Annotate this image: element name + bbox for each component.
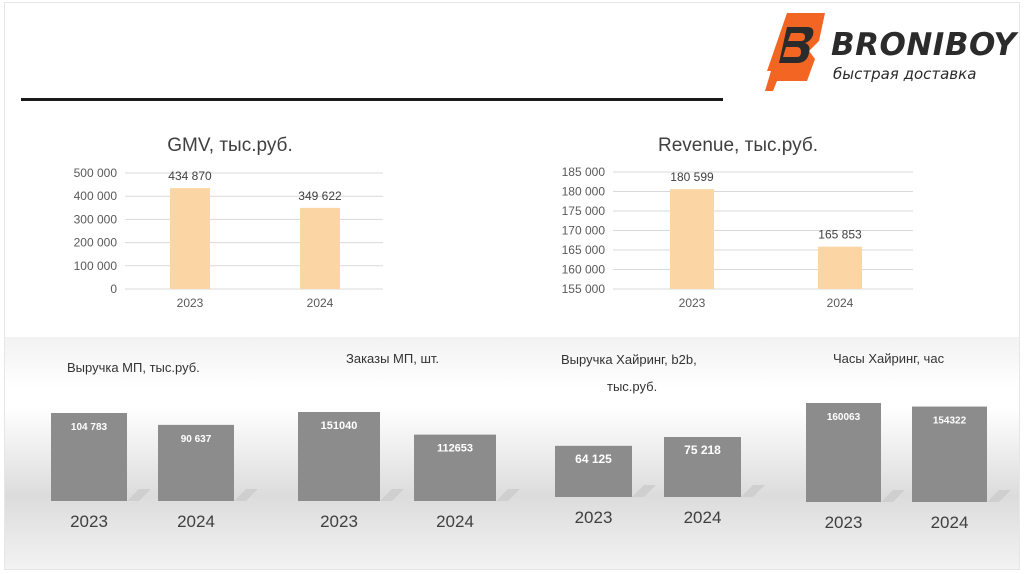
data-label: 160063 xyxy=(827,412,861,423)
hiring-revenue-plot: 64 125 2023 75 218 2024 xyxy=(555,437,765,527)
slide: BRONIBOY быстрая доставка GMV, тыс.руб. … xyxy=(4,2,1020,570)
data-label: 104 783 xyxy=(71,422,108,433)
bar xyxy=(818,246,862,289)
lightning-b-icon xyxy=(765,13,825,91)
y-tick-label: 500 000 xyxy=(74,166,118,180)
hiring-revenue-chart: Выручка Хайринг, b2b, тыс.руб. 64 125 202… xyxy=(545,349,765,545)
x-tick-label: 2024 xyxy=(684,508,722,527)
x-tick-label: 2024 xyxy=(177,512,215,531)
bar-shadow xyxy=(741,485,765,497)
bar xyxy=(170,188,210,289)
data-label: 434 870 xyxy=(168,169,212,183)
bar xyxy=(555,445,632,497)
bar-shadow xyxy=(632,485,656,497)
chart-title: Revenue, тыс.руб. xyxy=(658,135,818,156)
data-label: 75 218 xyxy=(684,443,721,457)
chart-title-line-2: тыс.руб. xyxy=(607,379,658,394)
bar xyxy=(51,413,127,501)
x-tick-label: 2024 xyxy=(827,296,854,310)
chart-title-line-1: Выручка Хайринг, b2b, xyxy=(561,352,697,367)
y-tick-label: 180 000 xyxy=(562,185,606,199)
y-tick-label: 165 000 xyxy=(562,243,606,257)
x-tick-label: 2023 xyxy=(825,513,863,532)
y-tick-label: 175 000 xyxy=(562,204,606,218)
mp-orders-chart: Заказы МП, шт. 151040 2023 112653 2024 xyxy=(288,349,520,545)
x-tick-label: 2023 xyxy=(70,512,108,531)
mp-revenue-chart: Выручка МП, тыс.руб. 104 783 2023 90 637 20… xyxy=(41,355,258,545)
revenue-chart: Revenue, тыс.руб. 185 000 180 000 175 000 1… xyxy=(553,131,923,321)
chart-title: Выручка МП, тыс.руб. xyxy=(67,360,200,375)
brand-tagline: быстрая доставка xyxy=(833,65,977,83)
data-label: 180 599 xyxy=(670,170,714,184)
y-tick-label: 160 000 xyxy=(562,263,606,277)
mp-orders-plot: 151040 2023 112653 2024 xyxy=(298,412,520,531)
data-label: 90 637 xyxy=(181,434,212,445)
data-label: 112653 xyxy=(437,443,473,455)
y-tick-label: 100 000 xyxy=(74,259,118,273)
y-tick-label: 185 000 xyxy=(562,165,606,179)
bar xyxy=(414,434,496,501)
x-tick-label: 2023 xyxy=(575,508,613,527)
chart-title: GMV, тыс.руб. xyxy=(167,135,293,156)
bar xyxy=(670,189,714,289)
y-tick-label: 170 000 xyxy=(562,224,606,238)
y-tick-label: 155 000 xyxy=(562,282,606,296)
header-divider xyxy=(21,98,723,101)
gmv-chart: GMV, тыс.руб. 500 000 400 000 300 000 200 0… xyxy=(65,131,395,321)
x-tick-label: 2023 xyxy=(679,296,706,310)
data-label: 64 125 xyxy=(575,452,612,466)
bar xyxy=(664,437,741,497)
gmv-plot: 500 000 400 000 300 000 200 000 100 000 0 434 … xyxy=(74,166,383,310)
x-tick-label: 2023 xyxy=(177,296,204,310)
bar-shadow xyxy=(987,490,1011,502)
bar xyxy=(300,207,340,289)
bar xyxy=(158,424,234,501)
x-tick-label: 2024 xyxy=(307,296,334,310)
broniboy-logo: BRONIBOY быстрая доставка xyxy=(763,11,1016,93)
data-label: 349 622 xyxy=(298,189,342,203)
hiring-hours-chart: Часы Хайринг, час 160063 2023 154322 2024 xyxy=(797,349,1012,545)
bar-shadow xyxy=(881,490,905,502)
mp-revenue-plot: 104 783 2023 90 637 2024 xyxy=(51,413,258,531)
x-tick-label: 2024 xyxy=(436,512,474,531)
chart-title: Часы Хайринг, час xyxy=(833,351,945,366)
bar xyxy=(912,406,987,502)
chart-title: Заказы МП, шт. xyxy=(346,351,440,366)
y-tick-label: 300 000 xyxy=(74,212,118,226)
x-tick-label: 2024 xyxy=(931,513,969,532)
y-tick-label: 400 000 xyxy=(74,189,118,203)
hiring-hours-plot: 160063 2023 154322 2024 xyxy=(806,403,1011,532)
data-label: 165 853 xyxy=(818,228,862,242)
bar-shadow xyxy=(127,489,151,501)
bar xyxy=(298,412,380,501)
bar xyxy=(806,403,881,502)
brand-name: BRONIBOY xyxy=(831,27,1017,63)
y-tick-label: 200 000 xyxy=(74,236,118,250)
x-tick-label: 2023 xyxy=(320,512,358,531)
data-label: 154322 xyxy=(933,416,967,427)
bar-shadow xyxy=(234,489,258,501)
data-label: 151040 xyxy=(321,420,358,432)
revenue-plot: 185 000 180 000 175 000 170 000 165 000 160 0… xyxy=(562,165,913,310)
bar-shadow xyxy=(496,489,520,501)
bar-shadow xyxy=(380,489,404,501)
y-tick-label: 0 xyxy=(110,282,117,296)
